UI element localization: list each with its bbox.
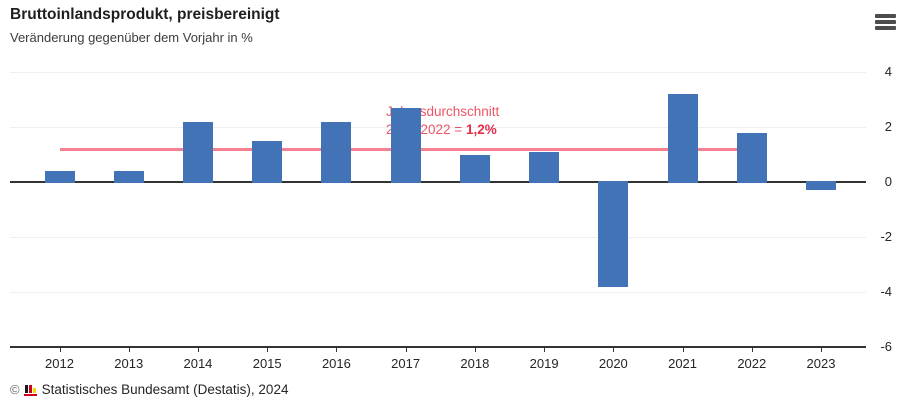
menu-bar (875, 26, 896, 30)
chart-title: Bruttoinlandsprodukt, preisbereinigt (10, 6, 280, 23)
bar-2016 (321, 121, 352, 184)
bar-2012 (44, 171, 75, 184)
x-axis-label: 2023 (806, 356, 836, 371)
x-axis-label: 2018 (460, 356, 490, 371)
x-axis-tick (682, 347, 684, 352)
bar-2017 (390, 107, 421, 184)
x-axis-tick (405, 347, 407, 352)
source-note: © Statistisches Bundesamt (Destatis), 20… (10, 381, 288, 397)
menu-bar (875, 14, 896, 18)
gridline (10, 236, 866, 238)
x-axis-tick (128, 347, 130, 352)
x-axis-label: 2021 (668, 356, 698, 371)
menu-bar (875, 20, 896, 24)
x-axis-label: 2013 (114, 356, 144, 371)
x-axis-tick (821, 347, 823, 352)
bar-2023 (806, 180, 837, 191)
x-axis-tick (751, 347, 753, 352)
y-axis-label: -4 (880, 284, 892, 299)
bar-2022 (736, 132, 767, 184)
gridline (10, 71, 866, 73)
bar-2020 (598, 180, 629, 287)
hamburger-menu-icon[interactable] (875, 14, 896, 32)
x-axis-label: 2015 (252, 356, 282, 371)
bar-2019 (529, 151, 560, 184)
bar-2013 (113, 171, 144, 184)
x-axis-tick (474, 347, 476, 352)
gridline (10, 291, 866, 293)
x-axis-tick (613, 347, 615, 352)
chart-subtitle: Veränderung gegenüber dem Vorjahr in % (10, 30, 253, 45)
x-axis-tick (197, 347, 199, 352)
bar-2018 (459, 154, 490, 184)
destatis-logo-icon (23, 383, 38, 396)
y-axis-label: 0 (884, 174, 892, 189)
y-axis-label: -6 (880, 339, 892, 354)
gridline (10, 126, 866, 128)
x-axis-label: 2019 (529, 356, 559, 371)
x-axis-tick (59, 347, 61, 352)
x-axis-label: 2022 (737, 356, 767, 371)
x-axis-label: 2017 (391, 356, 421, 371)
bar-2014 (182, 121, 213, 184)
bar-2015 (252, 140, 283, 184)
x-axis-tick (336, 347, 338, 352)
y-axis-label: 4 (884, 64, 892, 79)
x-axis-line (10, 346, 866, 348)
x-axis-label: 2016 (321, 356, 351, 371)
x-axis-label: 2020 (598, 356, 628, 371)
x-axis-tick (267, 347, 269, 352)
source-text: Statistisches Bundesamt (Destatis), 2024 (41, 381, 289, 397)
y-axis-label: -2 (880, 229, 892, 244)
x-axis-label: 2014 (183, 356, 213, 371)
zero-line (10, 181, 866, 183)
x-axis-label: 2012 (45, 356, 74, 371)
bar-2021 (667, 94, 698, 184)
copyright-symbol: © (10, 381, 20, 397)
x-axis-tick (544, 347, 546, 352)
y-axis-label: 2 (884, 119, 892, 134)
